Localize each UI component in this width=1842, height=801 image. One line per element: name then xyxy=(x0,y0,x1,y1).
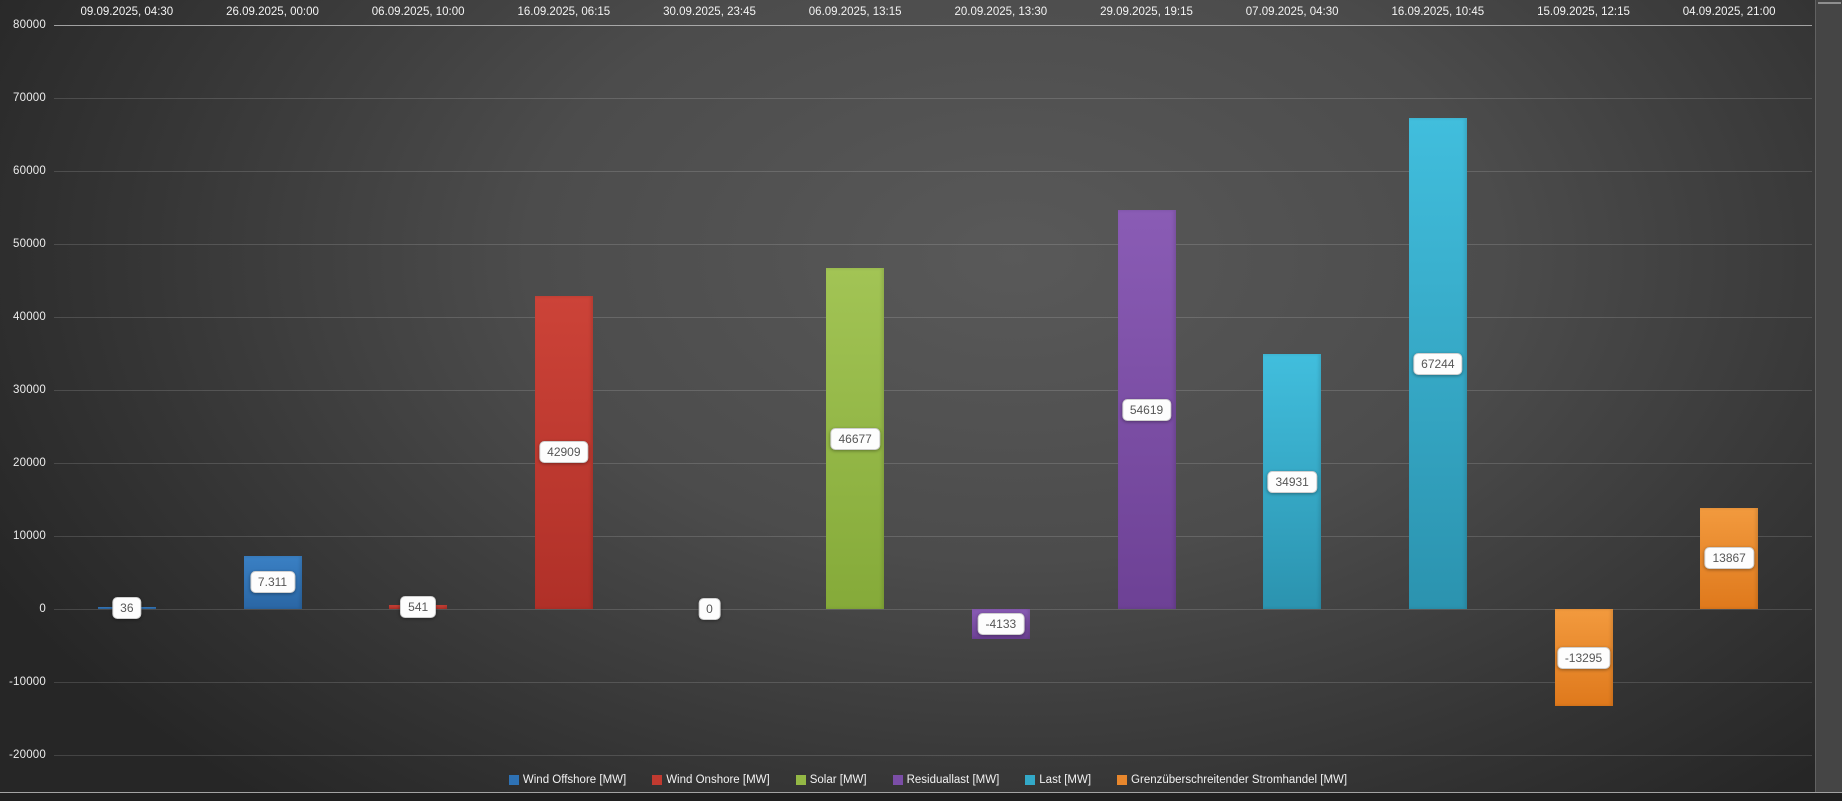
date-label: 06.09.2025, 10:00 xyxy=(371,6,465,18)
bar-value-label: 42909 xyxy=(539,441,589,464)
scrollbar-thumb[interactable] xyxy=(1818,2,1841,4)
legend-label: Last [MW] xyxy=(1039,774,1092,786)
bar-value-label: 67244 xyxy=(1413,352,1463,375)
y-axis-tick-label: 50000 xyxy=(13,238,46,250)
bar-value-label: 13867 xyxy=(1704,547,1754,570)
legend-swatch xyxy=(795,775,806,785)
bar-value-label: -4133 xyxy=(977,613,1025,636)
legend-item[interactable]: Residuallast [MW] xyxy=(892,774,1000,786)
date-label: 04.09.2025, 21:00 xyxy=(1682,6,1776,18)
gridline xyxy=(54,171,1812,172)
legend-item[interactable]: Grenzüberschreitender Stromhandel [MW] xyxy=(1117,774,1347,786)
gridline xyxy=(54,25,1812,26)
bar-value-label: 541 xyxy=(400,596,437,619)
bar-value-label: 7.311 xyxy=(249,571,296,594)
legend-label: Wind Offshore [MW] xyxy=(522,774,627,786)
legend: Wind Offshore [MW] Wind Onshore [MW] Solar… xyxy=(54,770,1802,790)
y-axis-tick-label: 30000 xyxy=(13,384,46,396)
legend-label: Grenzüberschreitender Stromhandel [MW] xyxy=(1131,774,1348,786)
legend-swatch xyxy=(1117,775,1128,785)
date-label: 29.09.2025, 19:15 xyxy=(1100,6,1193,18)
date-label: 26.09.2025, 00:00 xyxy=(226,6,319,18)
date-label: 30.09.2025, 23:45 xyxy=(663,6,756,18)
legend-label: Wind Onshore [MW] xyxy=(666,774,770,786)
gridline xyxy=(54,317,1812,318)
legend-label: Residuallast [MW] xyxy=(906,774,1000,786)
legend-item[interactable]: Solar [MW] xyxy=(795,774,867,786)
legend-swatch xyxy=(652,775,663,785)
bar-value-label: 36 xyxy=(112,597,142,619)
y-axis-tick-label: 20000 xyxy=(13,457,46,469)
bar-value-label: -13295 xyxy=(1556,646,1611,669)
bar-value-label: 54619 xyxy=(1121,398,1172,421)
y-axis-tick-label: -10000 xyxy=(8,676,46,688)
y-axis-tick-label: 60000 xyxy=(13,165,46,177)
y-axis-tick-label: 10000 xyxy=(13,530,46,542)
legend-swatch xyxy=(508,775,519,785)
gridline xyxy=(54,682,1812,683)
gridline xyxy=(54,390,1812,391)
date-label: 16.09.2025, 10:45 xyxy=(1391,6,1485,18)
gridline xyxy=(54,244,1812,245)
legend-item[interactable]: Last [MW] xyxy=(1025,774,1091,786)
gridline xyxy=(54,536,1812,537)
legend-swatch xyxy=(892,775,903,785)
gridline xyxy=(54,755,1812,756)
vertical-scrollbar[interactable] xyxy=(1815,0,1842,801)
legend-item[interactable]: Wind Onshore [MW] xyxy=(652,774,770,786)
bar-value-label: 0 xyxy=(698,598,721,620)
legend-label: Solar [MW] xyxy=(809,774,867,786)
bar-value-label: 46677 xyxy=(830,427,880,450)
window-bottom-edge xyxy=(0,792,1842,801)
y-axis-tick-label: 0 xyxy=(39,603,46,615)
y-axis-tick-label: -20000 xyxy=(8,749,46,761)
bar-value-label: 34931 xyxy=(1267,470,1317,493)
legend-swatch xyxy=(1025,775,1036,785)
y-axis-tick-label: 40000 xyxy=(13,311,46,323)
y-axis-tick-label: 70000 xyxy=(13,92,46,104)
date-label: 09.09.2025, 04:30 xyxy=(80,6,174,18)
gridline xyxy=(54,98,1812,99)
legend-item[interactable]: Wind Offshore [MW] xyxy=(508,774,627,786)
date-label: 06.09.2025, 13:15 xyxy=(808,6,902,18)
gridline xyxy=(54,463,1812,464)
date-label: 20.09.2025, 13:30 xyxy=(954,6,1048,18)
gridline xyxy=(54,609,1812,610)
date-label: 07.09.2025, 04:30 xyxy=(1245,6,1339,18)
y-axis-tick-label: 80000 xyxy=(13,19,46,31)
date-label: 16.09.2025, 06:15 xyxy=(517,6,611,18)
date-label: 15.09.2025, 12:15 xyxy=(1537,6,1630,18)
